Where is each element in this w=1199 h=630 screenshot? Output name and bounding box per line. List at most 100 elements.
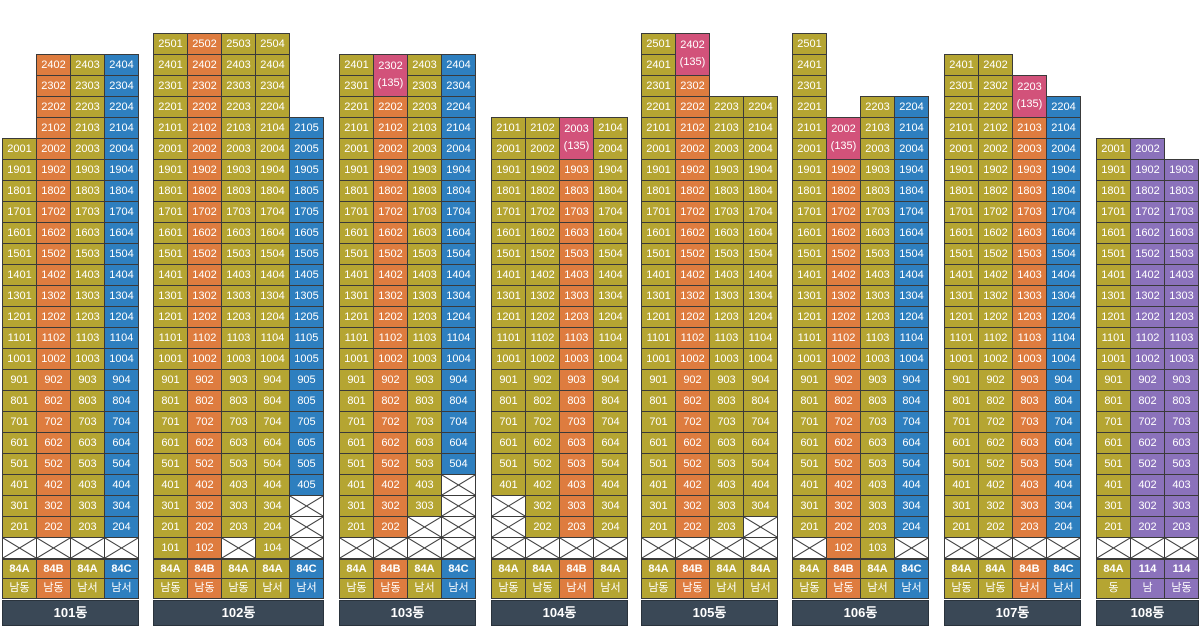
unit-cell: 803 xyxy=(709,390,744,412)
unit-cell: 404 xyxy=(1046,474,1081,496)
unit-cell: 1102 xyxy=(675,327,710,349)
unit-cell: 1701 xyxy=(153,201,188,223)
unit-cell: 1903 xyxy=(860,159,895,181)
unit-cell: 2003 xyxy=(407,138,442,160)
unit-cell: 2001 xyxy=(153,138,188,160)
unit-cell: 1704 xyxy=(255,201,290,223)
unit-direction-label: 남서 xyxy=(407,578,442,599)
unit-cell: 1303 xyxy=(1012,285,1047,307)
unit-cell: 2101 xyxy=(339,117,374,139)
unit-cell: 601 xyxy=(1096,432,1131,454)
unit-cell: 1302 xyxy=(978,285,1013,307)
unit-cell: 1203 xyxy=(407,306,442,328)
unit-cell: 1502 xyxy=(187,243,222,265)
unit-cell: 1503 xyxy=(1164,243,1199,265)
unit-cell: 1102 xyxy=(978,327,1013,349)
unit-cell: 2404 xyxy=(104,54,139,76)
unit-cell: 301 xyxy=(1096,495,1131,517)
unit-direction-label: 남서 xyxy=(1012,578,1047,599)
unit-cell: 1004 xyxy=(743,348,778,370)
unit-cell: 2001 xyxy=(2,138,37,160)
unit-cell: 1303 xyxy=(70,285,105,307)
unit-cell: 1701 xyxy=(792,201,827,223)
unit-cell: 903 xyxy=(1012,369,1047,391)
unit-cell: 1801 xyxy=(641,180,676,202)
unit-cell: 2002 xyxy=(978,138,1013,160)
unit-cell: 1805 xyxy=(289,180,324,202)
unit-cell: 2302 xyxy=(675,75,710,97)
unit-cell: 702 xyxy=(675,411,710,433)
unit-area-note: (135) xyxy=(1016,98,1043,110)
unit-cell: 1703 xyxy=(221,201,256,223)
unit-cell: 701 xyxy=(944,411,979,433)
unit-cell: 1001 xyxy=(491,348,526,370)
unit-cell: 1002 xyxy=(1130,348,1165,370)
unit-cell: 2401 xyxy=(153,54,188,76)
unit-cell: 504 xyxy=(1046,453,1081,475)
unit-number: 2203 xyxy=(1017,81,1042,93)
unit-type-label: 84C xyxy=(441,559,476,579)
unit-direction-label: 남동 xyxy=(36,578,71,599)
unit-direction-label: 남서 xyxy=(441,578,476,599)
unit-cell: 1702 xyxy=(826,201,861,223)
unit-cell: 1903 xyxy=(221,159,256,181)
unit-cell: 804 xyxy=(255,390,290,412)
unit-cell: 601 xyxy=(641,432,676,454)
unit-cell: 2104 xyxy=(104,117,139,139)
unit-direction-label: 남서 xyxy=(255,578,290,599)
unit-cell: 502 xyxy=(525,453,560,475)
unit-type-label: 84A xyxy=(709,559,744,579)
unit-cell: 1603 xyxy=(860,222,895,244)
unit-cell: 1301 xyxy=(2,285,37,307)
unit-cell: 1801 xyxy=(944,180,979,202)
unit-cell: 602 xyxy=(1130,432,1165,454)
unit-cell: 804 xyxy=(743,390,778,412)
unit-cell: 2304 xyxy=(441,75,476,97)
unit-cell: 604 xyxy=(593,432,628,454)
unit-cell: 2005 xyxy=(289,138,324,160)
unit-cell: 1203 xyxy=(559,306,594,328)
unit-cell: 701 xyxy=(491,411,526,433)
unit-cell: 1702 xyxy=(36,201,71,223)
unit-cell: 1201 xyxy=(792,306,827,328)
unit-cell: 2402 xyxy=(36,54,71,76)
unit-cell: 1203 xyxy=(860,306,895,328)
unit-cell: 1504 xyxy=(441,243,476,265)
unit-cell: 602 xyxy=(675,432,710,454)
unit-cell: 2202 xyxy=(187,96,222,118)
unit-cell: 1002 xyxy=(525,348,560,370)
unit-cell: 303 xyxy=(221,495,256,517)
unit-cell: 1902 xyxy=(187,159,222,181)
unit-cell: 1603 xyxy=(221,222,256,244)
unit-cell: 1704 xyxy=(104,201,139,223)
unit-cell: 1401 xyxy=(491,264,526,286)
unit-cell: 2201 xyxy=(153,96,188,118)
unit-type-label: 84B xyxy=(559,559,594,579)
unit-direction-label: 남동 xyxy=(675,578,710,599)
building-label: 105동 xyxy=(641,600,778,626)
unit-cell: 2401 xyxy=(641,54,676,76)
empty-unit-cell xyxy=(339,537,374,559)
unit-cell: 1901 xyxy=(641,159,676,181)
unit-cell: 1403 xyxy=(1012,264,1047,286)
unit-cell: 501 xyxy=(792,453,827,475)
empty-unit-cell xyxy=(743,516,778,538)
unit-cell: 1204 xyxy=(1046,306,1081,328)
unit-cell: 1004 xyxy=(441,348,476,370)
unit-cell: 2001 xyxy=(792,138,827,160)
unit-cell: 1101 xyxy=(1096,327,1131,349)
unit-cell: 1704 xyxy=(441,201,476,223)
unit-direction-label: 남동 xyxy=(187,578,222,599)
unit-cell: 1601 xyxy=(944,222,979,244)
unit-cell: 404 xyxy=(743,474,778,496)
unit-cell: 804 xyxy=(441,390,476,412)
unit-cell: 503 xyxy=(860,453,895,475)
unit-area-note: (135) xyxy=(563,140,590,152)
unit-cell: 1601 xyxy=(2,222,37,244)
unit-cell: 1402 xyxy=(1130,264,1165,286)
unit-cell: 1701 xyxy=(2,201,37,223)
unit-cell: 603 xyxy=(221,432,256,454)
unit-cell: 1902 xyxy=(525,159,560,181)
unit-cell: 1903 xyxy=(559,159,594,181)
